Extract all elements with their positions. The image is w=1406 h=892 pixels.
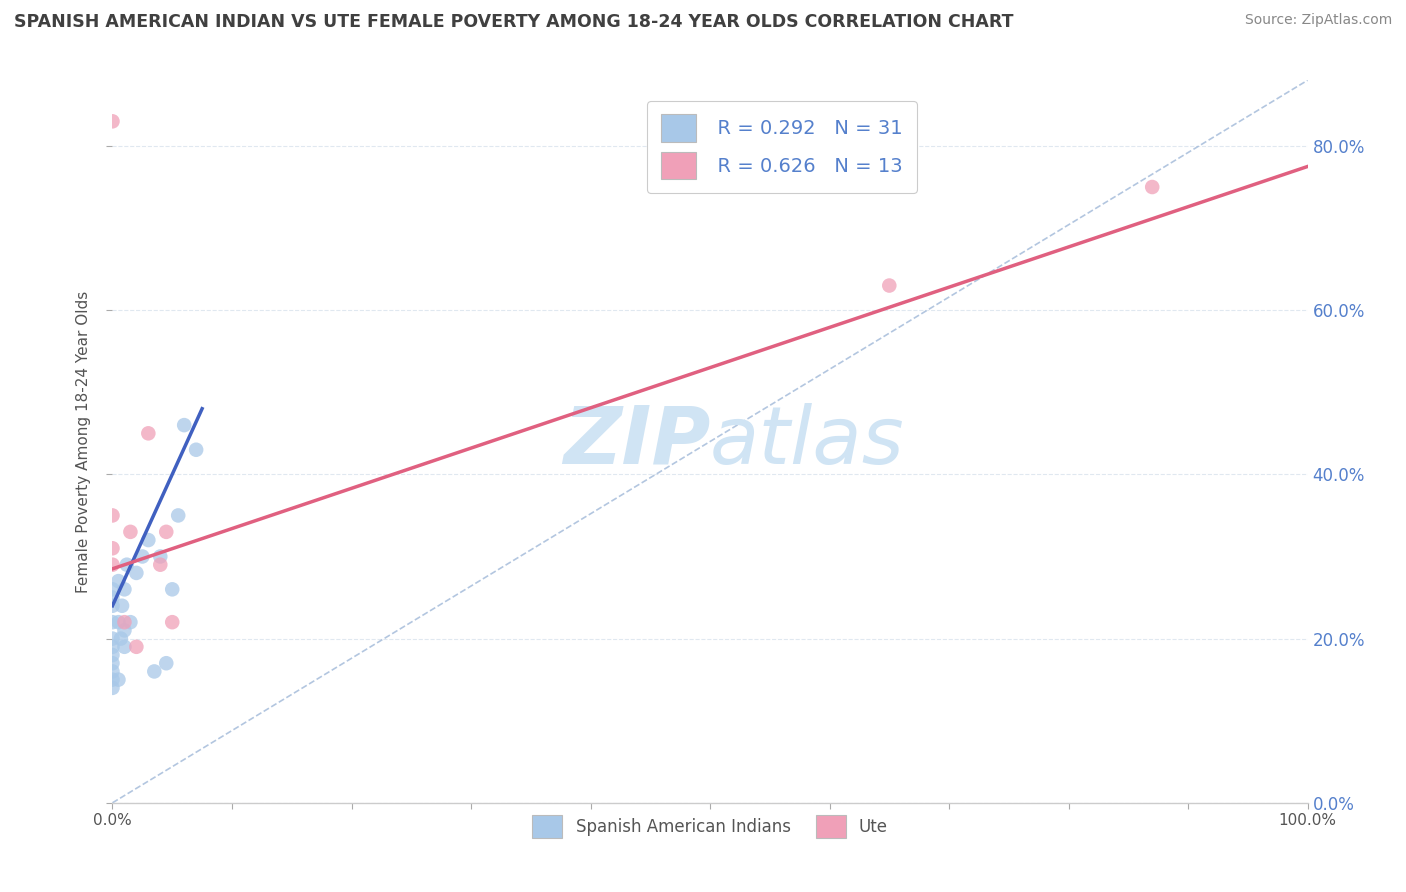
Point xyxy=(114,624,135,638)
Point xyxy=(101,615,124,630)
Point xyxy=(101,681,124,695)
Point xyxy=(162,615,183,630)
Point xyxy=(149,549,172,564)
Point xyxy=(186,442,208,457)
Y-axis label: Female Poverty Among 18-24 Year Olds: Female Poverty Among 18-24 Year Olds xyxy=(76,291,91,592)
Point xyxy=(125,566,148,580)
Point xyxy=(101,673,124,687)
Point xyxy=(101,632,124,646)
Point xyxy=(101,558,124,572)
Legend: Spanish American Indians, Ute: Spanish American Indians, Ute xyxy=(526,808,894,845)
Point xyxy=(138,533,160,547)
Text: atlas: atlas xyxy=(710,402,905,481)
Text: Source: ZipAtlas.com: Source: ZipAtlas.com xyxy=(1244,13,1392,28)
Point xyxy=(131,549,153,564)
Point xyxy=(101,599,124,613)
Point xyxy=(111,599,134,613)
Text: ZIP: ZIP xyxy=(562,402,710,481)
Point xyxy=(120,524,142,539)
Point xyxy=(114,582,135,597)
Point xyxy=(101,591,124,605)
Point xyxy=(149,558,172,572)
Point xyxy=(120,615,142,630)
Point xyxy=(115,558,138,572)
Point xyxy=(125,640,148,654)
Point xyxy=(101,508,124,523)
Point xyxy=(101,541,124,556)
Point xyxy=(101,640,124,654)
Point xyxy=(110,632,132,646)
Point xyxy=(879,278,901,293)
Point xyxy=(101,657,124,671)
Point xyxy=(101,114,124,128)
Point xyxy=(155,657,177,671)
Point xyxy=(173,418,195,433)
Point xyxy=(107,673,129,687)
Text: SPANISH AMERICAN INDIAN VS UTE FEMALE POVERTY AMONG 18-24 YEAR OLDS CORRELATION : SPANISH AMERICAN INDIAN VS UTE FEMALE PO… xyxy=(14,13,1014,31)
Point xyxy=(101,648,124,662)
Point xyxy=(138,426,160,441)
Point xyxy=(155,524,177,539)
Point xyxy=(107,574,129,588)
Point xyxy=(101,582,124,597)
Point xyxy=(1142,180,1164,194)
Point xyxy=(114,640,135,654)
Point xyxy=(107,615,129,630)
Point xyxy=(101,665,124,679)
Point xyxy=(143,665,166,679)
Point xyxy=(167,508,190,523)
Point xyxy=(162,582,183,597)
Point xyxy=(114,615,135,630)
